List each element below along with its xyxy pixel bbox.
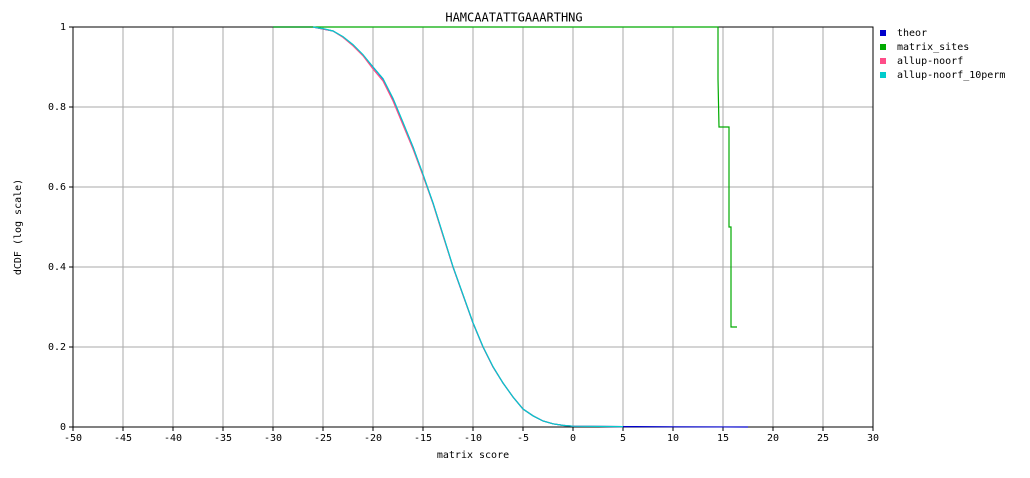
legend-label: allup-noorf_10perm — [897, 70, 1005, 81]
x-tick-label: 10 — [667, 433, 679, 444]
x-tick-label: 20 — [767, 433, 779, 444]
y-tick-label: 0.6 — [48, 182, 66, 193]
x-tick-label: -25 — [314, 433, 332, 444]
y-tick-label: 0.4 — [48, 262, 66, 273]
legend-label: matrix_sites — [897, 42, 969, 53]
y-tick-label: 0.2 — [48, 342, 66, 353]
x-axis-label: matrix score — [437, 450, 509, 461]
series-line — [273, 26, 737, 328]
x-tick-label: -35 — [214, 433, 232, 444]
x-tick-label: 30 — [867, 433, 879, 444]
legend-label: allup-noorf — [897, 56, 963, 67]
x-tick-label: -10 — [464, 433, 482, 444]
x-tick-label: -20 — [364, 433, 382, 444]
legend-label: theor — [897, 28, 927, 39]
x-tick-label: 25 — [817, 433, 829, 444]
x-tick-label: 0 — [570, 433, 576, 444]
legend-marker — [880, 44, 886, 50]
legend-marker — [880, 58, 886, 64]
x-tick-label: -50 — [64, 433, 82, 444]
x-tick-label: 5 — [620, 433, 626, 444]
x-tick-label: -45 — [114, 433, 132, 444]
chart-title: HAMCAATATTGAAARTHNG — [445, 11, 582, 25]
y-axis-label: dCDF (log scale) — [13, 179, 24, 275]
x-tick-label: 15 — [717, 433, 729, 444]
x-tick-label: -5 — [517, 433, 529, 444]
legend-marker — [880, 30, 886, 36]
x-tick-label: -15 — [414, 433, 432, 444]
x-tick-label: -40 — [164, 433, 182, 444]
series-line — [312, 26, 624, 428]
y-tick-label: 1 — [60, 22, 66, 33]
y-tick-label: 0 — [60, 422, 66, 433]
legend-marker — [880, 72, 886, 78]
x-tick-label: -30 — [264, 433, 282, 444]
y-tick-label: 0.8 — [48, 102, 66, 113]
